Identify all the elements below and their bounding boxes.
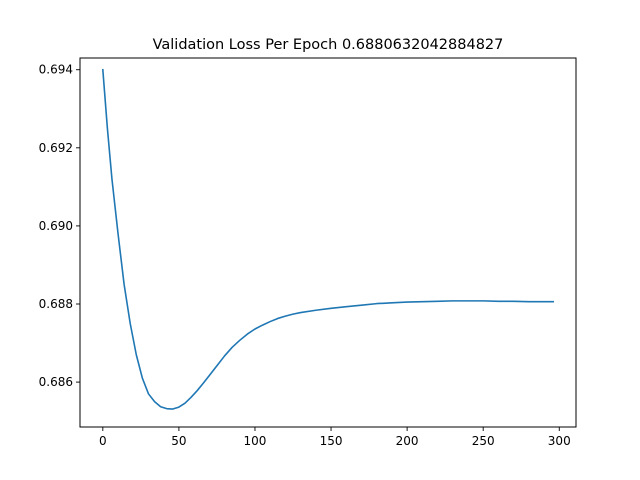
x-tick-label: 200	[396, 434, 419, 448]
y-tick-label: 0.694	[39, 63, 73, 77]
x-tick-label: 0	[99, 434, 107, 448]
y-tick-label: 0.686	[39, 375, 73, 389]
x-tick-label: 150	[320, 434, 343, 448]
x-tick-label: 100	[244, 434, 267, 448]
y-tick-label: 0.688	[39, 297, 73, 311]
plot-frame	[79, 57, 577, 428]
series-line-0	[101, 68, 554, 410]
y-tick-label: 0.690	[39, 219, 73, 233]
series-layer	[101, 68, 554, 410]
y-axis: 0.686 0.688 0.690 0.692 0.694	[39, 63, 80, 389]
x-tick-label: 250	[472, 434, 495, 448]
chart-title: Validation Loss Per Epoch 0.688063204288…	[153, 37, 504, 53]
x-axis: 0 50 100 150 200 250 300	[99, 427, 571, 448]
x-tick-label: 50	[171, 434, 186, 448]
x-tick-label: 300	[548, 434, 571, 448]
y-tick-label: 0.692	[39, 141, 73, 155]
